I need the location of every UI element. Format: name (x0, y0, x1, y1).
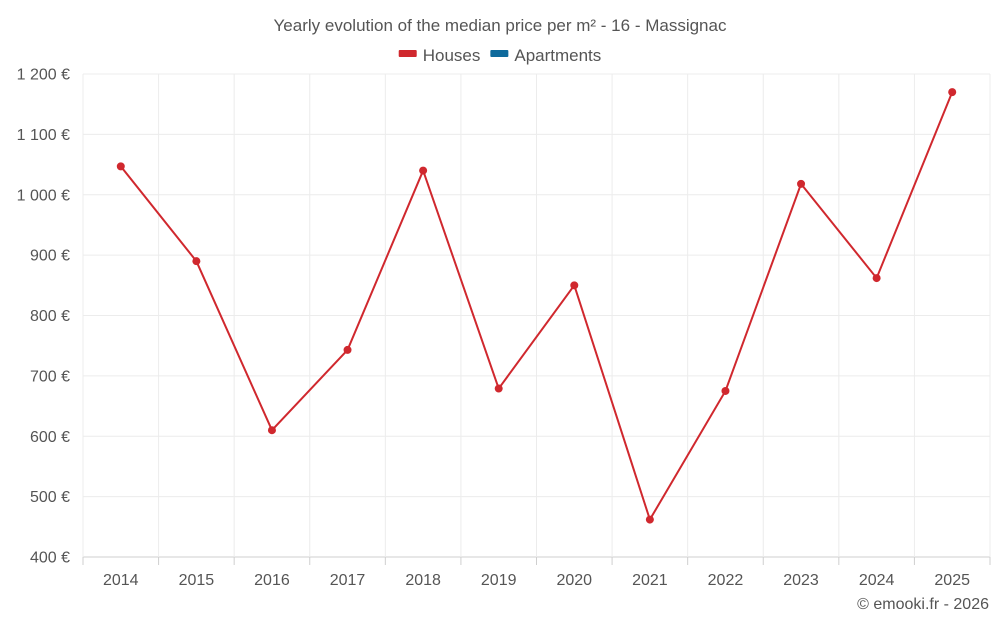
data-point-2021[interactable] (645, 515, 654, 524)
y-tick-label: 800 € (30, 308, 70, 325)
x-tick-label: 2024 (859, 572, 895, 589)
series-line-houses (120, 91, 954, 522)
data-point-2018[interactable] (419, 166, 428, 175)
legend-swatch (398, 50, 417, 57)
credit-text: © emooki.fr - 2026 (857, 596, 989, 613)
legend: Houses Apartments (398, 46, 601, 65)
y-tick-label: 400 € (30, 550, 70, 567)
y-tick-label: 500 € (30, 489, 70, 506)
y-tick-label: 600 € (30, 429, 70, 446)
y-tick-label: 1 000 € (17, 187, 70, 204)
x-tick-label: 2016 (254, 572, 290, 589)
x-tick-label: 2021 (632, 572, 668, 589)
data-point-2025[interactable] (948, 88, 957, 97)
data-point-2023[interactable] (797, 179, 806, 188)
x-gridlines (82, 74, 991, 565)
data-point-2020[interactable] (570, 281, 579, 290)
series-group (116, 88, 957, 524)
data-point-2016[interactable] (267, 426, 276, 435)
x-tick-label: 2020 (556, 572, 592, 589)
y-tick-label: 1 200 € (17, 67, 70, 84)
data-point-2024[interactable] (872, 274, 881, 283)
legend-item-apartments[interactable]: Apartments (490, 46, 601, 65)
data-point-2017[interactable] (343, 345, 352, 354)
legend-swatch (490, 50, 509, 57)
x-tick-label: 2019 (481, 572, 517, 589)
y-axis-ticks: 400 € 500 € 600 € 700 € 800 € 900 € 1 000 € 1 1… (17, 67, 70, 567)
y-tick-label: 1 100 € (17, 127, 70, 144)
x-tick-label: 2025 (934, 572, 970, 589)
x-tick-label: 2022 (708, 572, 744, 589)
data-point-2015[interactable] (192, 257, 201, 266)
x-tick-label: 2015 (179, 572, 215, 589)
data-point-2022[interactable] (721, 386, 730, 395)
x-tick-label: 2018 (405, 572, 441, 589)
x-tick-label: 2014 (103, 572, 139, 589)
legend-label: Apartments (514, 46, 601, 65)
data-point-2014[interactable] (116, 162, 125, 171)
data-point-2019[interactable] (494, 384, 503, 393)
chart-title: Yearly evolution of the median price per… (274, 16, 727, 35)
x-tick-label: 2017 (330, 572, 366, 589)
x-tick-label: 2023 (783, 572, 819, 589)
y-tick-label: 700 € (30, 368, 70, 385)
y-tick-label: 900 € (30, 248, 70, 265)
legend-label: Houses (423, 46, 481, 65)
legend-item-houses[interactable]: Houses (398, 46, 481, 65)
x-axis-ticks: 2014 2015 2016 2017 2018 2019 2020 2021 2022 2023… (103, 572, 970, 589)
